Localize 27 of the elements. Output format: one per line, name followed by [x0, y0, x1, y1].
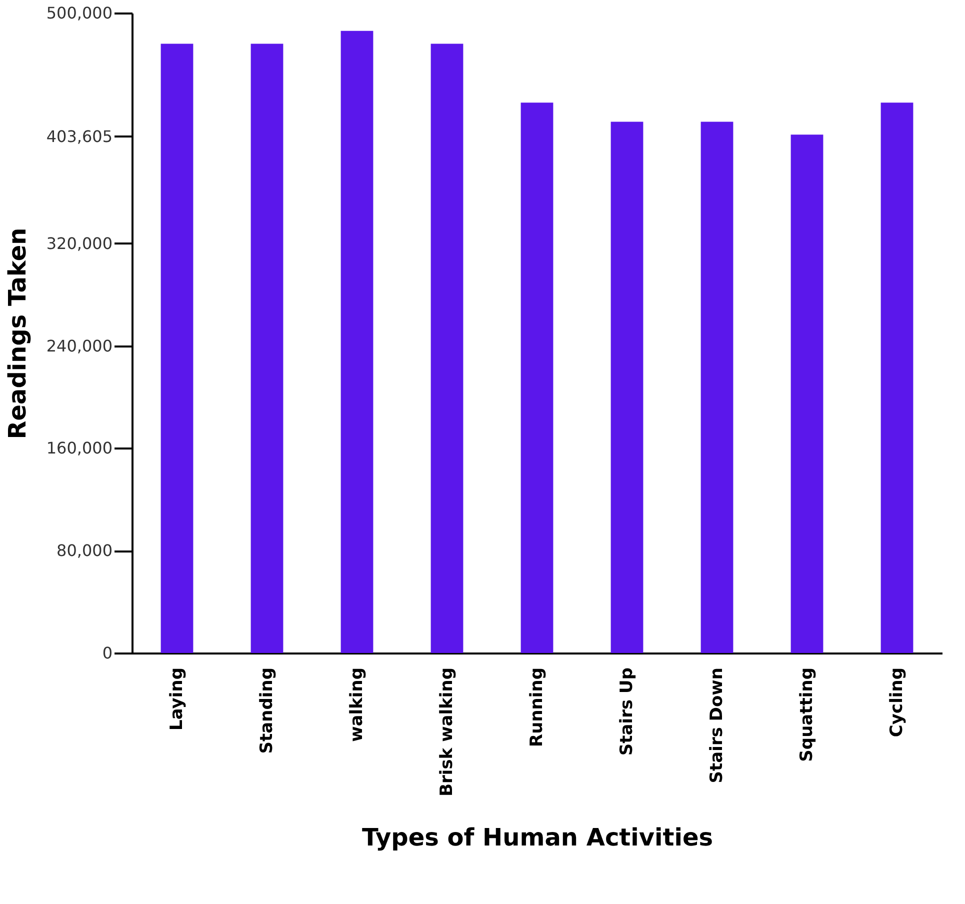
x-tick-label: Squatting [797, 668, 817, 762]
bar [610, 122, 644, 653]
x-axis-title: Types of Human Activities [362, 823, 713, 852]
y-tick-label: 240,000 [46, 336, 112, 356]
x-tick-label: Running [527, 668, 547, 747]
x-tick-label: Stairs Down [707, 668, 727, 784]
y-tick-label: 0 [102, 644, 112, 662]
x-tick-label: Brisk walking [437, 668, 457, 796]
y-tick-label: 500,000 [46, 4, 112, 22]
x-tick-label: Stairs Up [617, 668, 637, 756]
x-tick-label: walking [347, 668, 367, 742]
y-tick-label: 320,000 [46, 234, 112, 253]
y-tick-label: 403,605 [46, 126, 112, 146]
bar [520, 102, 554, 653]
bar [340, 30, 374, 653]
bar [250, 44, 284, 653]
y-tick-label: 160,000 [46, 438, 112, 458]
bar [700, 122, 734, 653]
bar [880, 102, 914, 653]
x-tick-label: Cycling [887, 668, 907, 738]
bar [160, 44, 194, 653]
bar [430, 44, 464, 653]
x-tick-label: Standing [257, 668, 277, 754]
y-axis-title: Readings Taken [3, 228, 32, 440]
x-tick-label: Laying [167, 668, 187, 730]
bar [790, 134, 824, 653]
y-tick-label: 80,000 [56, 541, 112, 560]
